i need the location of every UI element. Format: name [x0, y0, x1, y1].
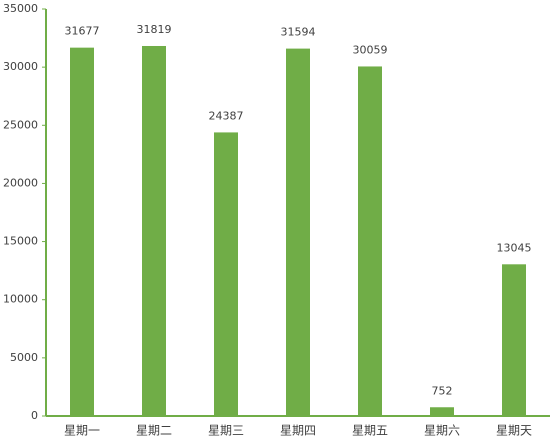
y-tick-label: 25000: [3, 118, 38, 131]
bar: [286, 48, 310, 417]
x-tick-label: 星期五: [352, 424, 388, 438]
y-tick-label: 15000: [3, 235, 38, 248]
bar: [502, 264, 526, 416]
data-label: 13045: [497, 241, 532, 254]
bar: [142, 45, 166, 417]
data-label: 31594: [281, 26, 316, 39]
bar: [430, 407, 454, 416]
data-label: 752: [432, 384, 453, 397]
y-tick-label: 35000: [3, 2, 38, 15]
x-tick-label: 星期三: [208, 424, 244, 438]
y-tick-label: 5000: [10, 351, 38, 364]
data-label: 24387: [209, 109, 244, 122]
bar: [358, 66, 382, 416]
y-tick-label: 20000: [3, 176, 38, 189]
data-label: 30059: [353, 43, 388, 56]
bar: [70, 47, 94, 416]
x-tick-label: 星期二: [136, 424, 172, 438]
bar: [214, 132, 238, 416]
data-label: 31677: [65, 25, 100, 38]
x-tick-label: 星期六: [424, 424, 460, 438]
y-tick-label: 0: [31, 409, 38, 422]
x-tick-label: 星期四: [280, 424, 316, 438]
y-tick-label: 30000: [3, 60, 38, 73]
x-tick-label: 星期一: [64, 424, 100, 438]
y-tick-label: 10000: [3, 293, 38, 306]
data-label: 31819: [137, 23, 172, 36]
x-tick-label: 星期天: [496, 424, 532, 438]
